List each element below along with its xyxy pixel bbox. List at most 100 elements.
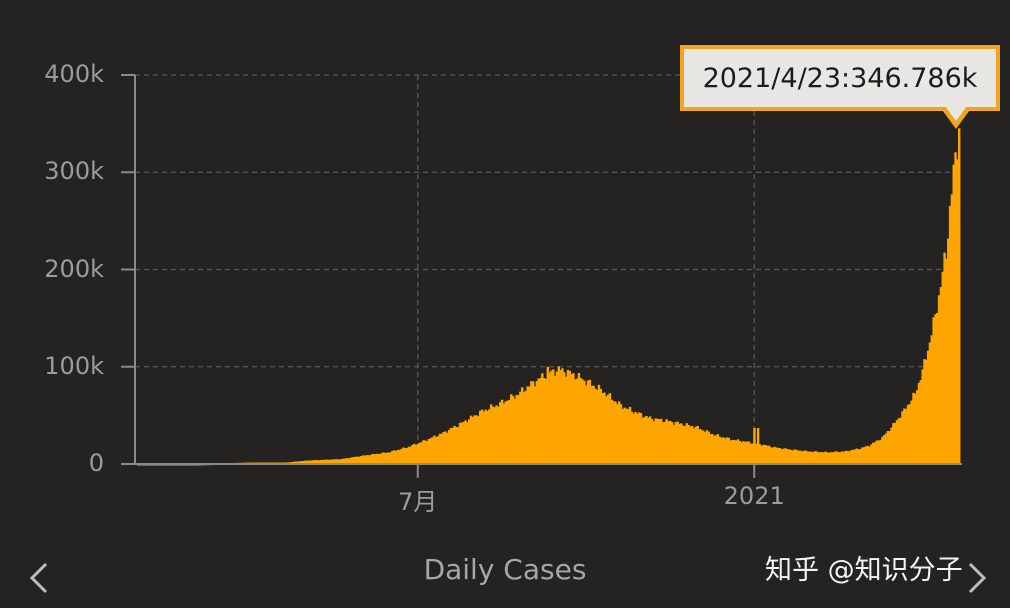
daily-bar[interactable] (429, 438, 432, 464)
daily-bar[interactable] (592, 385, 595, 464)
daily-bar[interactable] (806, 451, 809, 464)
daily-bar[interactable] (446, 432, 449, 464)
daily-bar[interactable] (559, 370, 562, 464)
daily-bar[interactable] (910, 400, 913, 464)
daily-bar[interactable] (769, 447, 773, 464)
daily-bar[interactable] (376, 453, 379, 464)
daily-bar[interactable] (696, 425, 699, 464)
daily-bar[interactable] (296, 461, 299, 464)
daily-bar[interactable] (639, 413, 643, 464)
daily-bar[interactable] (738, 440, 742, 464)
daily-bar[interactable] (859, 449, 862, 464)
daily-bar[interactable] (643, 416, 646, 464)
daily-bar[interactable] (358, 456, 361, 464)
daily-bar[interactable] (923, 359, 926, 464)
daily-bar[interactable] (820, 452, 824, 464)
daily-bar[interactable] (740, 442, 743, 464)
daily-bar[interactable] (378, 454, 381, 464)
daily-bar[interactable] (391, 450, 394, 464)
daily-bar[interactable] (497, 406, 500, 464)
daily-bar[interactable] (557, 366, 560, 464)
daily-bar[interactable] (943, 252, 946, 464)
daily-bar[interactable] (535, 381, 539, 464)
daily-bar[interactable] (550, 370, 553, 464)
daily-bar[interactable] (822, 452, 826, 464)
daily-bar[interactable] (531, 381, 535, 464)
daily-bar[interactable] (844, 450, 848, 464)
daily-bar[interactable] (606, 394, 610, 464)
daily-bar[interactable] (694, 426, 698, 464)
daily-bar[interactable] (776, 447, 780, 464)
daily-bar[interactable] (352, 457, 356, 464)
daily-bar[interactable] (500, 399, 504, 464)
daily-bar[interactable] (360, 455, 363, 464)
daily-bar[interactable] (433, 435, 436, 464)
daily-bar[interactable] (745, 441, 749, 464)
daily-bar[interactable] (367, 455, 370, 464)
daily-bar[interactable] (504, 401, 507, 464)
daily-bar[interactable] (495, 405, 498, 464)
daily-bar[interactable] (544, 379, 548, 464)
daily-bar[interactable] (638, 412, 641, 464)
daily-bar[interactable] (464, 420, 467, 464)
daily-bar[interactable] (537, 378, 540, 464)
daily-bar[interactable] (661, 422, 665, 464)
daily-bar[interactable] (773, 446, 776, 464)
daily-bar[interactable] (341, 458, 345, 464)
daily-bar[interactable] (572, 373, 575, 464)
daily-bar[interactable] (782, 448, 785, 464)
daily-bar[interactable] (908, 404, 912, 464)
daily-bar[interactable] (755, 443, 758, 464)
daily-bar[interactable] (912, 392, 915, 464)
daily-bar[interactable] (327, 459, 330, 464)
daily-bar[interactable] (925, 359, 928, 464)
daily-bar[interactable] (371, 454, 374, 464)
daily-bar[interactable] (477, 416, 480, 464)
daily-bar[interactable] (826, 452, 829, 464)
daily-bar[interactable] (361, 455, 365, 464)
daily-bar[interactable] (506, 400, 509, 464)
daily-bar[interactable] (760, 445, 763, 464)
daily-bar[interactable] (802, 451, 806, 464)
daily-bar[interactable] (919, 380, 923, 464)
daily-bar[interactable] (542, 378, 546, 464)
daily-bar[interactable] (528, 386, 531, 464)
daily-bar[interactable] (914, 393, 917, 464)
daily-bar[interactable] (625, 408, 628, 464)
daily-bar[interactable] (855, 448, 859, 464)
daily-bar[interactable] (603, 392, 606, 464)
daily-bar[interactable] (936, 313, 939, 464)
daily-bar[interactable] (749, 443, 752, 464)
daily-bar[interactable] (619, 404, 623, 464)
daily-bar[interactable] (652, 421, 656, 464)
daily-bar[interactable] (584, 385, 588, 464)
prev-button[interactable] (26, 560, 54, 596)
daily-bar[interactable] (892, 423, 895, 464)
daily-bar[interactable] (621, 409, 624, 464)
daily-bar[interactable] (758, 444, 762, 464)
daily-bar[interactable] (462, 421, 465, 464)
daily-bar[interactable] (599, 388, 603, 464)
daily-bar[interactable] (416, 443, 420, 464)
daily-bar[interactable] (804, 450, 807, 464)
daily-bar[interactable] (915, 390, 919, 464)
daily-bar[interactable] (797, 450, 800, 464)
daily-bar[interactable] (762, 444, 765, 464)
daily-bar[interactable] (482, 411, 486, 464)
daily-bar[interactable] (667, 421, 670, 464)
daily-bar[interactable] (336, 459, 339, 464)
daily-bar[interactable] (614, 401, 617, 464)
daily-bar[interactable] (950, 194, 954, 464)
daily-bar[interactable] (305, 460, 308, 464)
daily-bar[interactable] (937, 295, 941, 464)
daily-bar[interactable] (475, 415, 478, 464)
daily-bar[interactable] (389, 452, 392, 464)
daily-bar[interactable] (524, 390, 528, 464)
daily-bar[interactable] (956, 159, 959, 464)
daily-bar[interactable] (716, 434, 720, 464)
daily-bar[interactable] (579, 378, 582, 464)
daily-bar[interactable] (954, 152, 957, 465)
daily-bar[interactable] (685, 423, 688, 464)
daily-bar[interactable] (623, 407, 626, 464)
daily-bar[interactable] (392, 450, 396, 464)
